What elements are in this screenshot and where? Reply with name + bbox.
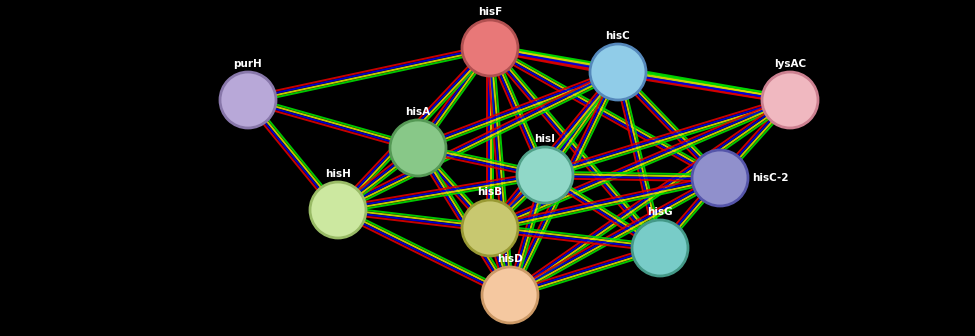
Text: lysAC: lysAC — [774, 59, 806, 69]
Text: hisG: hisG — [647, 207, 673, 217]
Text: purH: purH — [234, 59, 262, 69]
Text: hisF: hisF — [478, 7, 502, 17]
Circle shape — [762, 72, 818, 128]
Circle shape — [220, 72, 276, 128]
Text: hisA: hisA — [406, 107, 431, 117]
Circle shape — [632, 220, 688, 276]
Text: hisC: hisC — [605, 31, 631, 41]
Circle shape — [482, 267, 538, 323]
Text: hisD: hisD — [497, 254, 523, 264]
Text: hisC-2: hisC-2 — [752, 173, 789, 183]
Circle shape — [462, 200, 518, 256]
Circle shape — [462, 20, 518, 76]
Circle shape — [590, 44, 646, 100]
Text: hisH: hisH — [325, 169, 351, 179]
Circle shape — [517, 147, 573, 203]
Text: hisI: hisI — [534, 134, 556, 144]
Circle shape — [390, 120, 446, 176]
Text: hisB: hisB — [478, 187, 502, 197]
Circle shape — [310, 182, 366, 238]
Circle shape — [692, 150, 748, 206]
